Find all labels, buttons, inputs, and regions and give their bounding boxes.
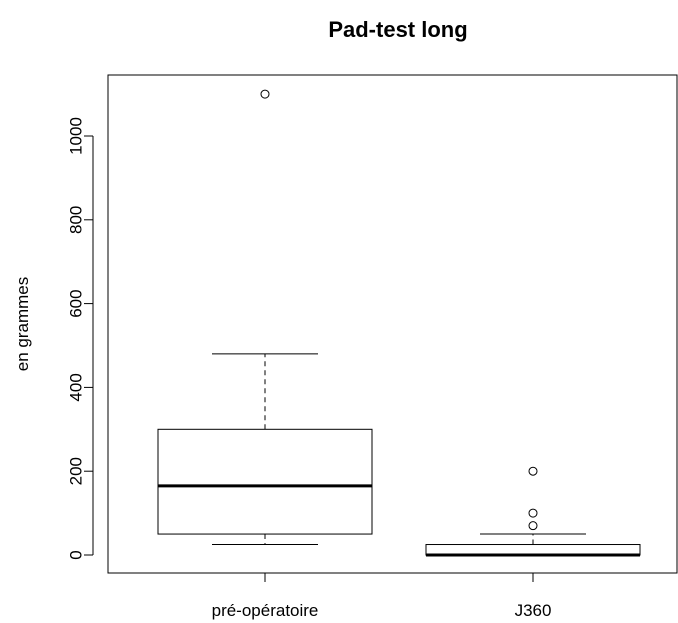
y-axis: 0 200 400 600 800 1000 xyxy=(67,117,94,560)
y-tick-label: 200 xyxy=(67,457,86,485)
x-tick-label: pré-opératoire xyxy=(212,601,319,620)
box-iqr xyxy=(425,544,641,556)
plot-area-frame xyxy=(107,74,678,574)
box-group xyxy=(425,466,641,557)
box-iqr xyxy=(157,428,373,535)
outlier-point xyxy=(528,466,538,476)
box-group xyxy=(157,89,373,546)
y-tick-label: 400 xyxy=(67,373,86,401)
y-axis-label: en grammes xyxy=(13,277,32,371)
outlier-point xyxy=(528,508,538,518)
x-axis: pré-opératoire J360 xyxy=(212,573,552,620)
boxes-layer xyxy=(157,89,641,557)
y-tick-label: 800 xyxy=(67,206,86,234)
y-tick-label: 0 xyxy=(67,550,86,559)
x-tick-label: J360 xyxy=(515,601,552,620)
y-tick-label: 600 xyxy=(67,289,86,317)
chart-title: Pad-test long xyxy=(328,17,467,42)
outlier-point xyxy=(528,521,538,531)
outlier-point xyxy=(260,89,270,99)
y-tick-label: 1000 xyxy=(67,117,86,155)
